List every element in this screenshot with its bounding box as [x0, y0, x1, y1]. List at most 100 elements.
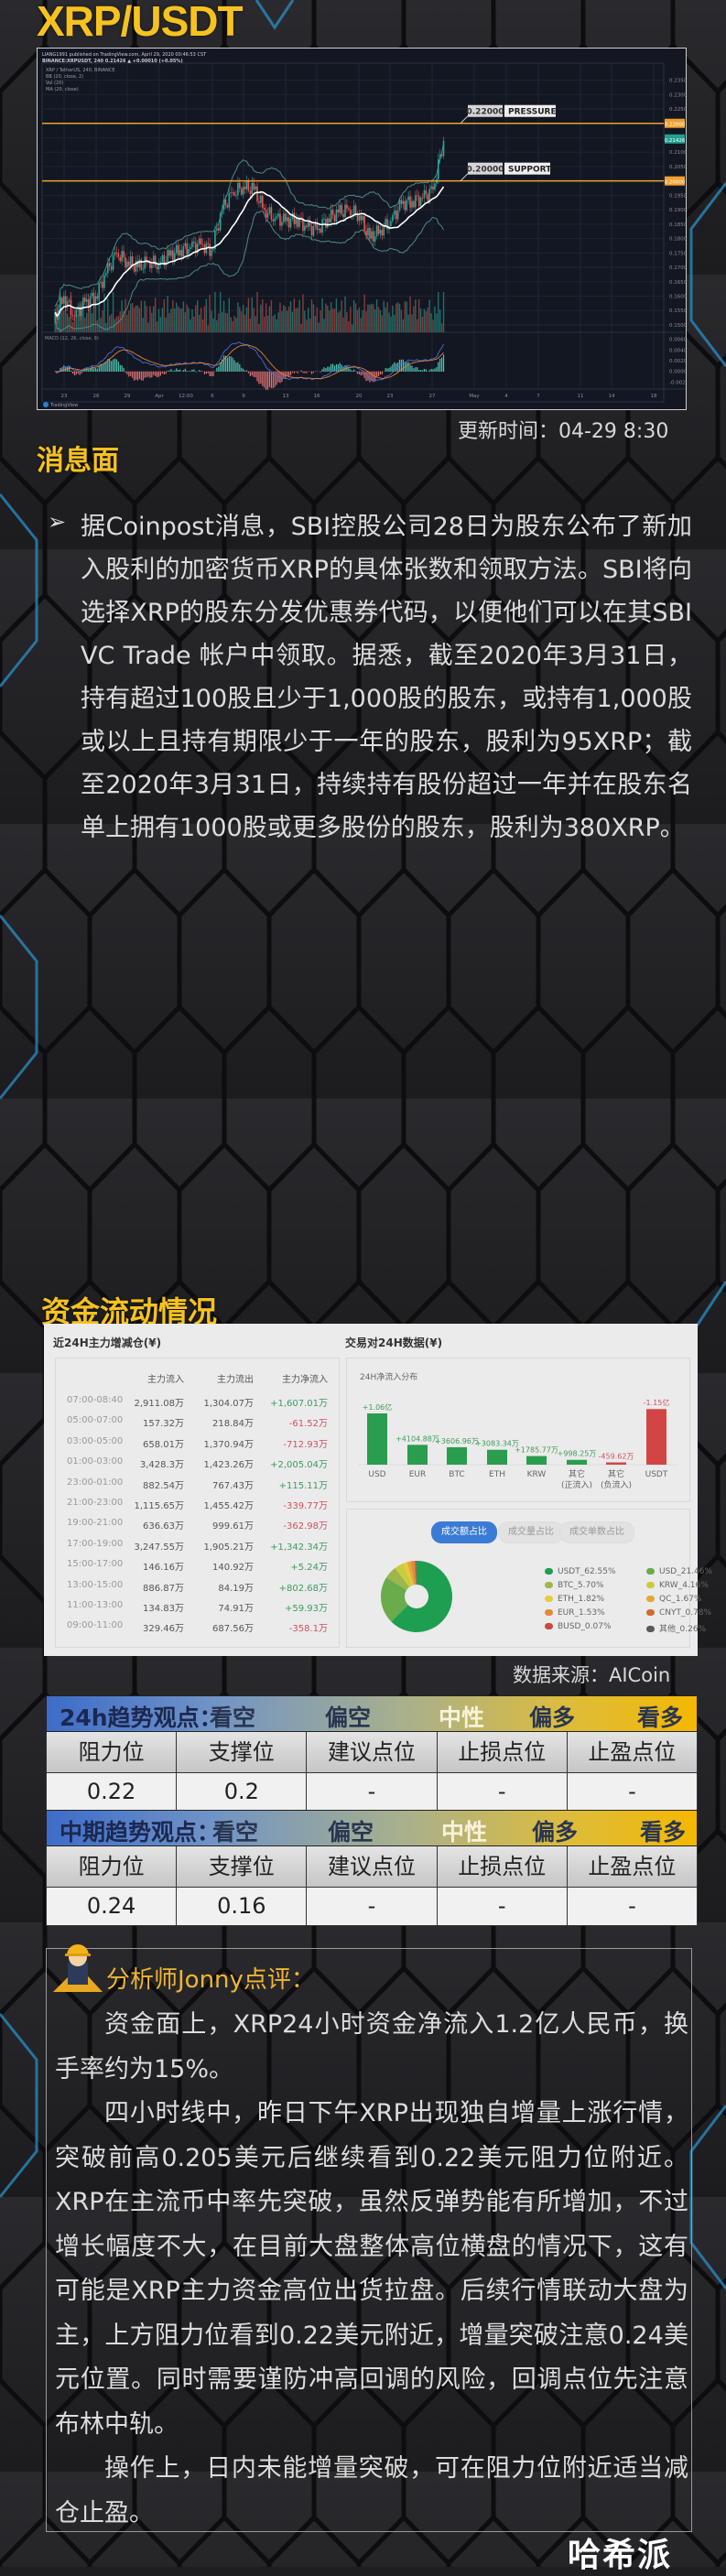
- macd-hist-bar: [178, 370, 179, 372]
- date-axis-tick: 12:00: [179, 394, 193, 399]
- macd-hist-bar: [111, 361, 112, 372]
- candle-body: [353, 206, 355, 216]
- time-range: 23:00-01:00: [67, 1477, 123, 1488]
- candle-body: [65, 296, 67, 306]
- candle-body: [422, 198, 424, 199]
- volume-bar: [72, 322, 73, 332]
- candle-body: [218, 228, 220, 230]
- candle-body: [434, 183, 436, 189]
- volume-bar: [430, 313, 431, 332]
- volume-bar: [102, 310, 103, 332]
- legend-swatch-icon: [545, 1596, 553, 1602]
- time-range: 09:00-11:00: [67, 1620, 123, 1630]
- candle-body: [306, 226, 308, 227]
- date-axis-tick: 14: [609, 394, 615, 399]
- macd-hist-bar: [134, 372, 135, 381]
- legend-label: QC_1.67%: [659, 1595, 701, 1604]
- volume-bar: [250, 319, 251, 332]
- volume-bar: [441, 323, 442, 332]
- trend-option-neutral-selected: 中性: [439, 1700, 484, 1733]
- legend-item: KRW_4.16%: [646, 1581, 709, 1590]
- candle-body: [92, 293, 93, 296]
- macd-hist-bar: [246, 370, 247, 372]
- volume-bar: [399, 304, 400, 332]
- candle-body: [246, 180, 248, 189]
- volume-bar: [69, 317, 70, 332]
- candle-body: [428, 189, 430, 200]
- time-range: 17:00-19:00: [67, 1539, 123, 1549]
- candle-body: [308, 222, 309, 227]
- macd-hist-bar: [191, 370, 192, 372]
- candle-body: [320, 229, 321, 233]
- time-range: 15:00-17:00: [67, 1559, 123, 1569]
- legend-swatch-icon: [646, 1582, 655, 1588]
- volume-bar: [438, 292, 439, 332]
- candle-body: [297, 219, 298, 227]
- volume-bar: [165, 318, 166, 332]
- volume-bar: [149, 306, 150, 332]
- volume-bar: [229, 298, 230, 332]
- time-range: 03:00-05:00: [67, 1436, 123, 1446]
- volume-bar: [218, 313, 219, 332]
- date-axis-tick: May: [469, 394, 480, 399]
- volume-bar: [434, 307, 435, 332]
- candle-body: [279, 213, 281, 225]
- volume-bar: [319, 322, 320, 332]
- volume-bars: [55, 292, 445, 332]
- candle-body: [339, 205, 341, 212]
- macd-hist-bar: [378, 372, 379, 376]
- tradingview-brand: TradingView: [49, 403, 78, 408]
- volume-bar: [233, 316, 234, 332]
- macd-hist-bar: [292, 372, 293, 373]
- volume-bar: [223, 301, 224, 332]
- legend-label: CNYT_0.78%: [659, 1608, 711, 1618]
- macd-hist-bar: [132, 372, 133, 378]
- macd-hist-bar: [211, 372, 212, 376]
- candle-body: [125, 257, 126, 267]
- macd-hist-bar: [151, 372, 152, 378]
- net-inflow: +5.24万: [290, 1559, 328, 1573]
- macd-hist-bar: [296, 372, 297, 373]
- level-name-label: PRESSURE: [508, 108, 557, 117]
- volume-bar: [288, 307, 289, 332]
- macd-hist-bar: [355, 371, 356, 372]
- volume-bar: [126, 315, 127, 332]
- column-header: 主力净流入: [282, 1371, 328, 1385]
- macd-hist-bar: [102, 364, 103, 372]
- macd-hist-bar: [199, 370, 200, 372]
- share-donut-panel: 成交额占比 成交量占比 成交单数占比 USDT_62.55%USD_21.46%…: [346, 1509, 690, 1648]
- volume-bar: [209, 295, 210, 332]
- macd-hist-bar: [227, 358, 228, 372]
- trend-option-bullish: 看多: [637, 1700, 683, 1733]
- page-title: XRP/USDT: [37, 0, 243, 46]
- candle-body: [202, 244, 204, 245]
- candle-body: [327, 219, 329, 228]
- bar-chart-title: 24H净流入分布: [360, 1371, 417, 1382]
- volume-bar: [241, 311, 242, 332]
- volume-bar: [369, 305, 370, 332]
- candle-body: [361, 215, 363, 220]
- macd-hist-bar: [420, 370, 421, 372]
- outflow: 1,370.94万: [203, 1436, 254, 1450]
- macd-label: MACD (12, 26, close, 9): [45, 336, 99, 341]
- macd-hist-bar: [258, 372, 259, 384]
- macd-hist-bar: [321, 369, 322, 372]
- macd-hist-bar: [162, 372, 163, 373]
- candle-body: [199, 239, 200, 244]
- trend-banner: 24h趋势观点： 看空 偏空 中性 偏多 看多: [46, 1695, 698, 1732]
- macd-hist-bar: [254, 372, 255, 377]
- volume-bar: [200, 308, 201, 332]
- macd-hist-bar: [429, 370, 430, 372]
- header-resistance: 阻力位: [46, 1732, 177, 1773]
- header-take-profit: 止盈点位: [568, 1732, 698, 1773]
- volume-bar: [374, 309, 375, 332]
- candle-body: [407, 196, 409, 200]
- volume-bar: [415, 299, 416, 332]
- volume-bar: [153, 306, 154, 332]
- volume-bar: [432, 319, 433, 332]
